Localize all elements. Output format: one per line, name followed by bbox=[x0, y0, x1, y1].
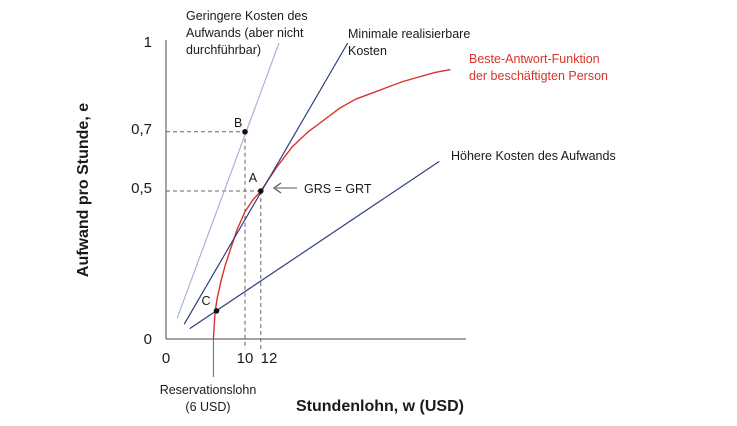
point-label-b: B bbox=[234, 116, 242, 130]
guide-lines bbox=[166, 131, 262, 377]
grs-label: GRS = GRT bbox=[304, 182, 372, 196]
series-line-min-cost bbox=[183, 42, 349, 325]
x-axis-title: Stundenlohn, w (USD) bbox=[296, 398, 464, 415]
reservation-label-2: (6 USD) bbox=[185, 400, 230, 414]
low-cost-label-3: durchführbar) bbox=[186, 43, 261, 57]
min-cost-label-2: Kosten bbox=[348, 44, 387, 58]
point-c bbox=[213, 308, 220, 314]
point-label-a: A bbox=[249, 171, 258, 185]
low-cost-label-1: Geringere Kosten des bbox=[186, 9, 308, 23]
y-tick-0-7: 0,7 bbox=[131, 121, 152, 138]
y-tick-1: 1 bbox=[144, 34, 152, 51]
series-line-high-cost bbox=[189, 160, 440, 330]
x-tick-0: 0 bbox=[162, 350, 170, 367]
reservation-label-1: Reservationslohn bbox=[160, 383, 257, 397]
grs-arrow bbox=[272, 182, 297, 194]
point-b bbox=[242, 129, 248, 135]
high-cost-label: Höhere Kosten des Aufwands bbox=[451, 149, 616, 163]
x-tick-12: 12 bbox=[261, 350, 278, 367]
point-a bbox=[258, 188, 264, 194]
best-response-label-1: Beste-Antwort-Funktion bbox=[469, 52, 600, 66]
y-tick-0-5: 0,5 bbox=[131, 180, 152, 197]
x-tick-10: 10 bbox=[237, 350, 254, 367]
series-line-best-response bbox=[212, 68, 451, 340]
min-cost-label-1: Minimale realisierbare bbox=[348, 27, 470, 41]
low-cost-label-2: Aufwands (aber nicht bbox=[186, 26, 304, 40]
y-tick-0: 0 bbox=[144, 331, 152, 348]
point-label-c: C bbox=[202, 294, 211, 308]
points-layer: A B C bbox=[202, 116, 264, 314]
y-axis-title: Aufwand pro Stunde, e bbox=[75, 103, 92, 277]
best-response-label-2: der beschäftigten Person bbox=[469, 69, 608, 83]
series-line-low-cost bbox=[176, 42, 280, 319]
series-layer bbox=[176, 42, 451, 340]
